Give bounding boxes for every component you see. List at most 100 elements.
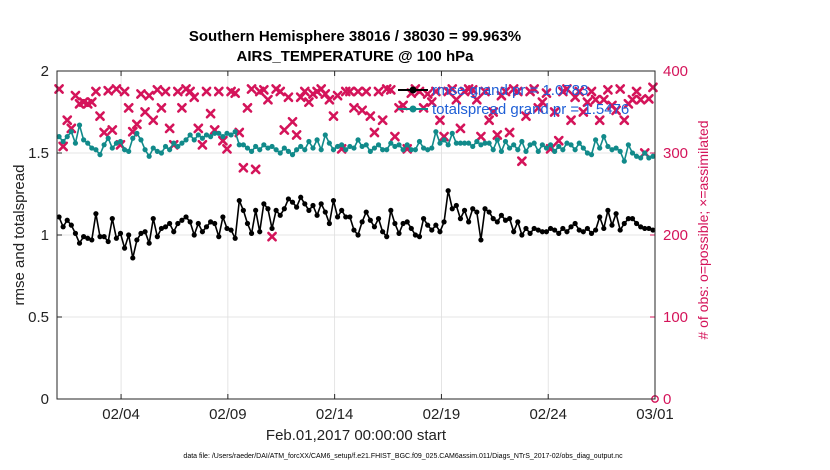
- series-rmse-point: [334, 214, 341, 220]
- obs-assimilated-point: [643, 93, 654, 104]
- series-rmse-point: [642, 225, 648, 232]
- series-totalspread-point: [68, 129, 74, 135]
- obs-assimilated-point: [426, 97, 437, 108]
- obs-assimilated-point: [586, 86, 597, 97]
- series-totalspread-point: [146, 153, 152, 159]
- legend: rmse grand pr = 1.0783 totalspread grand…: [398, 82, 629, 118]
- obs-assimilated-point: [242, 103, 253, 113]
- obs-assimilated-point: [418, 103, 429, 113]
- series-rmse-point: [433, 222, 439, 228]
- series-totalspread-point: [515, 147, 521, 153]
- series-rmse-point: [506, 216, 513, 222]
- series-totalspread-point: [371, 145, 378, 151]
- obs-assimilated-point: [615, 84, 626, 94]
- series-rmse-point: [392, 220, 398, 227]
- obs-assimilated-point: [357, 105, 368, 116]
- series-totalspread-point: [253, 143, 259, 150]
- series-totalspread-point: [76, 122, 83, 128]
- series-rmse-point: [601, 225, 607, 232]
- chart-title-line1: Southern Hemisphere 38016 / 38030 = 99.9…: [189, 28, 521, 45]
- series-rmse-point: [490, 216, 496, 222]
- series-totalspread-point: [126, 148, 132, 154]
- obs-assimilated-point: [111, 84, 122, 94]
- series-totalspread-point: [617, 148, 623, 154]
- obs-assimilated-point: [353, 86, 363, 97]
- obs-assimilated-point: [476, 131, 486, 142]
- series-lines: [56, 122, 656, 261]
- series-totalspread-point: [490, 147, 496, 153]
- legend-rmse-marker: [409, 86, 417, 94]
- series-totalspread-point: [375, 142, 382, 148]
- series-totalspread-point: [60, 138, 66, 145]
- series-totalspread-point: [408, 147, 414, 153]
- series-totalspread-point: [638, 155, 644, 161]
- y-axis-left-label: rmse and totalspread: [11, 165, 28, 306]
- series-totalspread-point: [642, 150, 648, 156]
- series-totalspread-point: [113, 140, 119, 146]
- series-rmse-point: [355, 232, 361, 238]
- series-totalspread-point: [367, 148, 373, 154]
- y-axis-left-ticks: 0 0.5 1 1.5 2: [28, 63, 62, 408]
- series-rmse-point: [318, 201, 324, 207]
- obs-assimilated-point: [467, 84, 478, 95]
- series-totalspread-point: [285, 148, 292, 154]
- y-left-tick-label: 2: [41, 63, 49, 80]
- series-totalspread-point: [302, 147, 308, 153]
- obs-assimilated-point: [140, 107, 150, 117]
- series-totalspread-point: [191, 137, 197, 143]
- obs-assimilated-point: [344, 86, 355, 97]
- obs-assimilated-point: [484, 115, 495, 126]
- series-rmse-point: [154, 234, 160, 240]
- obs-assimilated-point: [160, 86, 171, 97]
- series-totalspread-point: [318, 147, 324, 153]
- series-totalspread-point: [519, 138, 525, 145]
- series-totalspread-point: [474, 138, 480, 145]
- x-tick-label: 02/14: [316, 406, 354, 423]
- obs-assimilated-point: [201, 86, 212, 97]
- obs-assimilated-point: [144, 90, 155, 101]
- series-rmse-point: [76, 240, 83, 246]
- obs-assimilated-point: [258, 84, 269, 95]
- series-totalspread-point: [72, 140, 79, 146]
- series-rmse-point: [515, 219, 521, 225]
- series-totalspread-point: [466, 140, 472, 146]
- series-totalspread-point: [306, 138, 312, 145]
- obs-assimilated-point: [299, 86, 310, 97]
- series-rmse-point: [207, 219, 214, 225]
- series-rmse-point: [343, 214, 349, 220]
- obs-assimilated-point: [197, 139, 208, 150]
- obs-assimilated-point: [193, 123, 204, 134]
- obs-assimilated-point: [332, 90, 343, 101]
- obs-assimilated-point: [435, 115, 445, 126]
- x-tick-label: 02/09: [209, 406, 247, 423]
- obs-markers: [54, 82, 659, 403]
- series-rmse-point: [175, 220, 181, 227]
- series-totalspread-point: [425, 147, 431, 153]
- series-rmse-point: [380, 229, 386, 235]
- obs-assimilated-point: [365, 111, 376, 121]
- series-rmse-point: [294, 204, 300, 210]
- series-totalspread-point: [597, 145, 603, 151]
- obs-assimilated-point: [131, 119, 142, 130]
- obs-assimilated-point: [222, 144, 232, 154]
- series-totalspread-point: [150, 145, 156, 151]
- series-rmse-point: [519, 232, 525, 238]
- series-rmse-point: [113, 235, 119, 241]
- y-left-tick-label: 1.5: [28, 145, 49, 162]
- series-rmse-point: [310, 202, 316, 209]
- series-totalspread-point: [334, 143, 341, 150]
- series-totalspread-point: [650, 153, 656, 159]
- series-totalspread-point: [445, 142, 451, 148]
- obs-assimilated-point: [521, 111, 531, 121]
- obs-assimilated-point: [578, 107, 589, 117]
- plot-frame: [56, 70, 656, 400]
- series-totalspread-point: [199, 135, 206, 141]
- series-rmse-point: [248, 230, 255, 236]
- series-totalspread-point: [97, 152, 103, 158]
- series-rmse-point: [478, 237, 484, 243]
- series-rmse-point: [68, 222, 74, 228]
- series-totalspread-point: [511, 142, 517, 148]
- series-rmse-point: [306, 207, 312, 213]
- series-totalspread-point: [85, 140, 91, 146]
- obs-assimilated-point: [328, 111, 339, 121]
